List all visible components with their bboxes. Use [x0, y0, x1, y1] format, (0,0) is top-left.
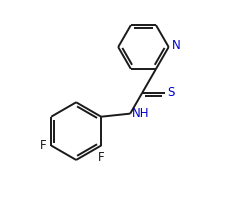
Text: NH: NH [132, 107, 150, 120]
Text: S: S [168, 86, 175, 99]
Text: F: F [98, 151, 104, 164]
Text: F: F [40, 139, 46, 152]
Text: N: N [172, 39, 181, 52]
